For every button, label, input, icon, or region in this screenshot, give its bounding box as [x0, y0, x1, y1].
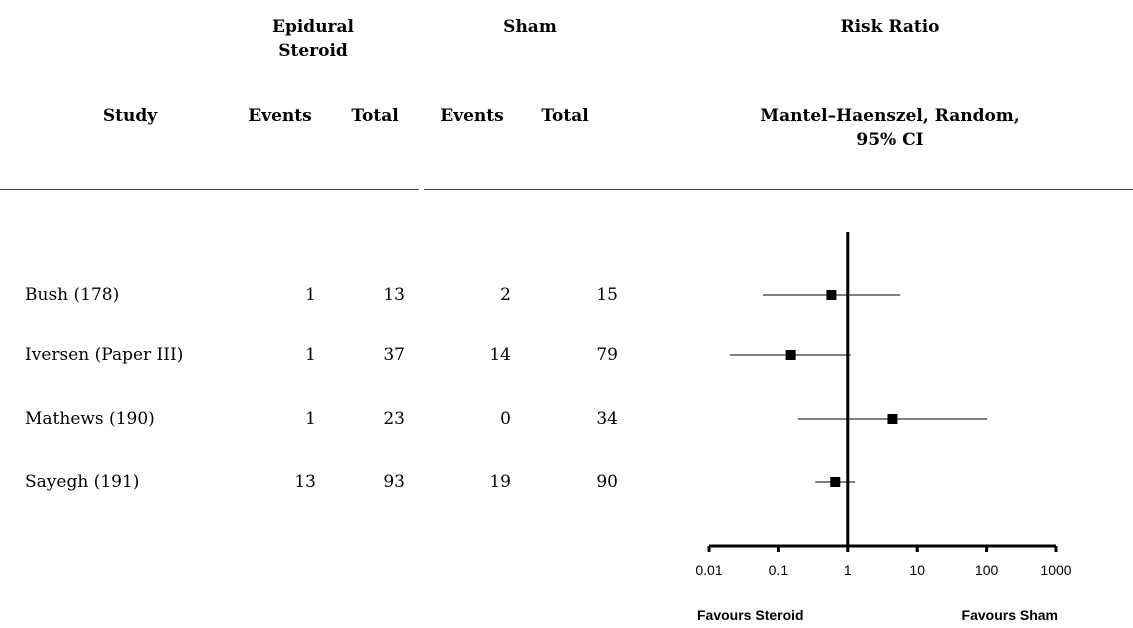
events-sham: 2	[500, 285, 511, 305]
header-events-sham: Events	[440, 106, 504, 126]
total-steroid: 23	[383, 409, 405, 429]
x-tick-label: 0.1	[769, 562, 789, 578]
favours-sham-label: Favours Sham	[962, 607, 1058, 623]
x-tick-label: 10	[909, 562, 925, 578]
header-sham: Sham	[503, 17, 557, 37]
point-estimate-marker	[887, 414, 898, 424]
point-estimate-marker	[826, 290, 837, 300]
header-rule-right	[424, 189, 1133, 190]
header-epidural-steroid: Epidural Steroid	[272, 17, 354, 61]
header-total-steroid: Total	[351, 106, 399, 126]
total-steroid: 37	[383, 345, 405, 365]
study-name: Iversen (Paper III)	[25, 345, 184, 365]
total-sham: 15	[596, 285, 618, 305]
study-name: Mathews (190)	[25, 409, 155, 429]
events-sham: 0	[500, 409, 511, 429]
events-sham: 19	[489, 472, 511, 492]
point-estimate-marker	[785, 350, 796, 360]
events-steroid: 13	[294, 472, 316, 492]
total-steroid: 13	[383, 285, 405, 305]
x-tick-label: 1000	[1040, 562, 1071, 578]
events-steroid: 1	[305, 345, 316, 365]
header-method: Mantel–Haenszel, Random, 95% CI	[760, 106, 1020, 150]
events-steroid: 1	[305, 285, 316, 305]
total-sham: 34	[596, 409, 618, 429]
total-sham: 79	[596, 345, 618, 365]
x-tick-label: 100	[975, 562, 999, 578]
events-sham: 14	[489, 345, 511, 365]
study-name: Sayegh (191)	[25, 472, 140, 492]
header-risk-ratio: Risk Ratio	[840, 17, 940, 37]
total-steroid: 93	[383, 472, 405, 492]
x-tick-label: 1	[844, 562, 852, 578]
total-sham: 90	[596, 472, 618, 492]
events-steroid: 1	[305, 409, 316, 429]
header-study: Study	[102, 106, 158, 126]
header-total-sham: Total	[541, 106, 589, 126]
favours-steroid-label: Favours Steroid	[697, 607, 804, 623]
header-rule-left	[0, 189, 419, 190]
header-events-steroid: Events	[248, 106, 312, 126]
point-estimate-marker	[830, 477, 841, 487]
study-name: Bush (178)	[25, 285, 120, 305]
x-tick-label: 0.01	[695, 562, 722, 578]
